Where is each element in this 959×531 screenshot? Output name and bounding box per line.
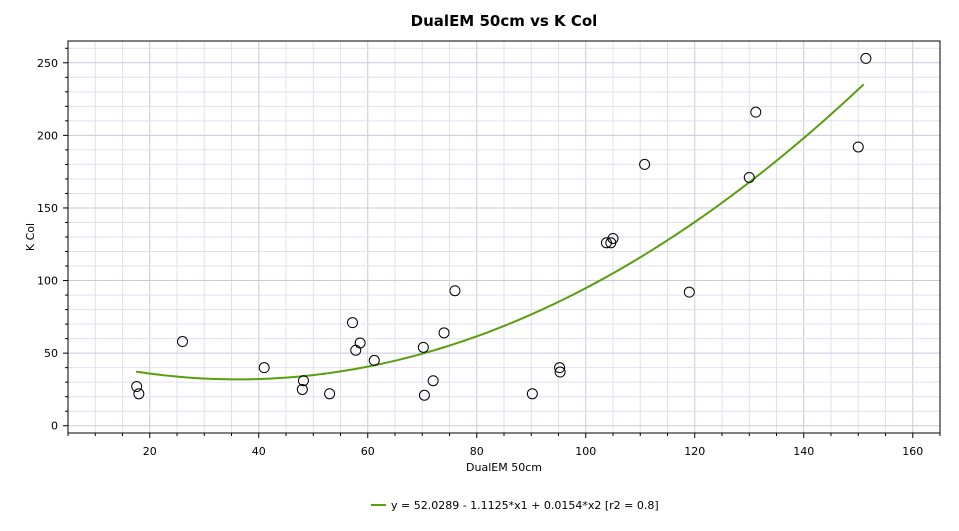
data-point — [297, 375, 309, 387]
legend: y = 52.0289 - 1.1125*x1 + 0.0154*x2 [r2 … — [371, 499, 659, 512]
y-tick-label: 0 — [51, 420, 58, 433]
x-tick-label: 60 — [361, 445, 375, 458]
x-tick-label: 140 — [793, 445, 814, 458]
points-layer — [131, 52, 872, 401]
data-point — [639, 158, 651, 170]
axes: 20 40 60 80 100 120 140 160 0 50 100 150 200 250 — [37, 47, 941, 458]
data-point — [368, 354, 380, 366]
fit-line — [135, 83, 865, 381]
data-point — [554, 362, 566, 374]
data-point — [683, 286, 695, 298]
y-tick-label: 100 — [37, 275, 58, 288]
x-tick-label: 20 — [143, 445, 157, 458]
x-tick-label: 80 — [470, 445, 484, 458]
data-point — [354, 337, 366, 349]
data-point — [607, 232, 619, 244]
data-point — [350, 344, 362, 356]
data-point — [438, 327, 450, 339]
data-point — [852, 141, 864, 153]
x-tick-label: 40 — [252, 445, 266, 458]
grid — [67, 41, 941, 433]
y-tick-label: 150 — [37, 202, 58, 215]
y-axis-label: K Col — [24, 223, 37, 251]
data-point — [418, 389, 430, 401]
data-point — [743, 171, 755, 183]
data-point — [417, 341, 429, 353]
data-point — [258, 362, 270, 374]
data-point — [860, 52, 872, 64]
data-point — [346, 317, 358, 329]
data-point — [324, 388, 336, 400]
data-point — [526, 388, 538, 400]
x-tick-label: 100 — [575, 445, 596, 458]
y-tick-label: 250 — [37, 57, 58, 70]
data-point — [449, 285, 461, 297]
data-point — [131, 381, 143, 393]
x-tick-label: 160 — [902, 445, 923, 458]
data-point — [427, 375, 439, 387]
data-point — [176, 336, 188, 348]
fit-layer — [135, 83, 865, 381]
chart-title: DualEM 50cm vs K Col — [411, 12, 598, 30]
data-point — [133, 388, 145, 400]
y-tick-label: 50 — [44, 347, 58, 360]
data-point — [296, 383, 308, 395]
data-point — [750, 106, 762, 118]
data-point — [554, 366, 566, 378]
y-tick-label: 200 — [37, 129, 58, 142]
legend-entry-fit: y = 52.0289 - 1.1125*x1 + 0.0154*x2 [r2 … — [391, 499, 659, 512]
x-axis-label: DualEM 50cm — [466, 461, 542, 474]
x-tick-label: 120 — [684, 445, 705, 458]
